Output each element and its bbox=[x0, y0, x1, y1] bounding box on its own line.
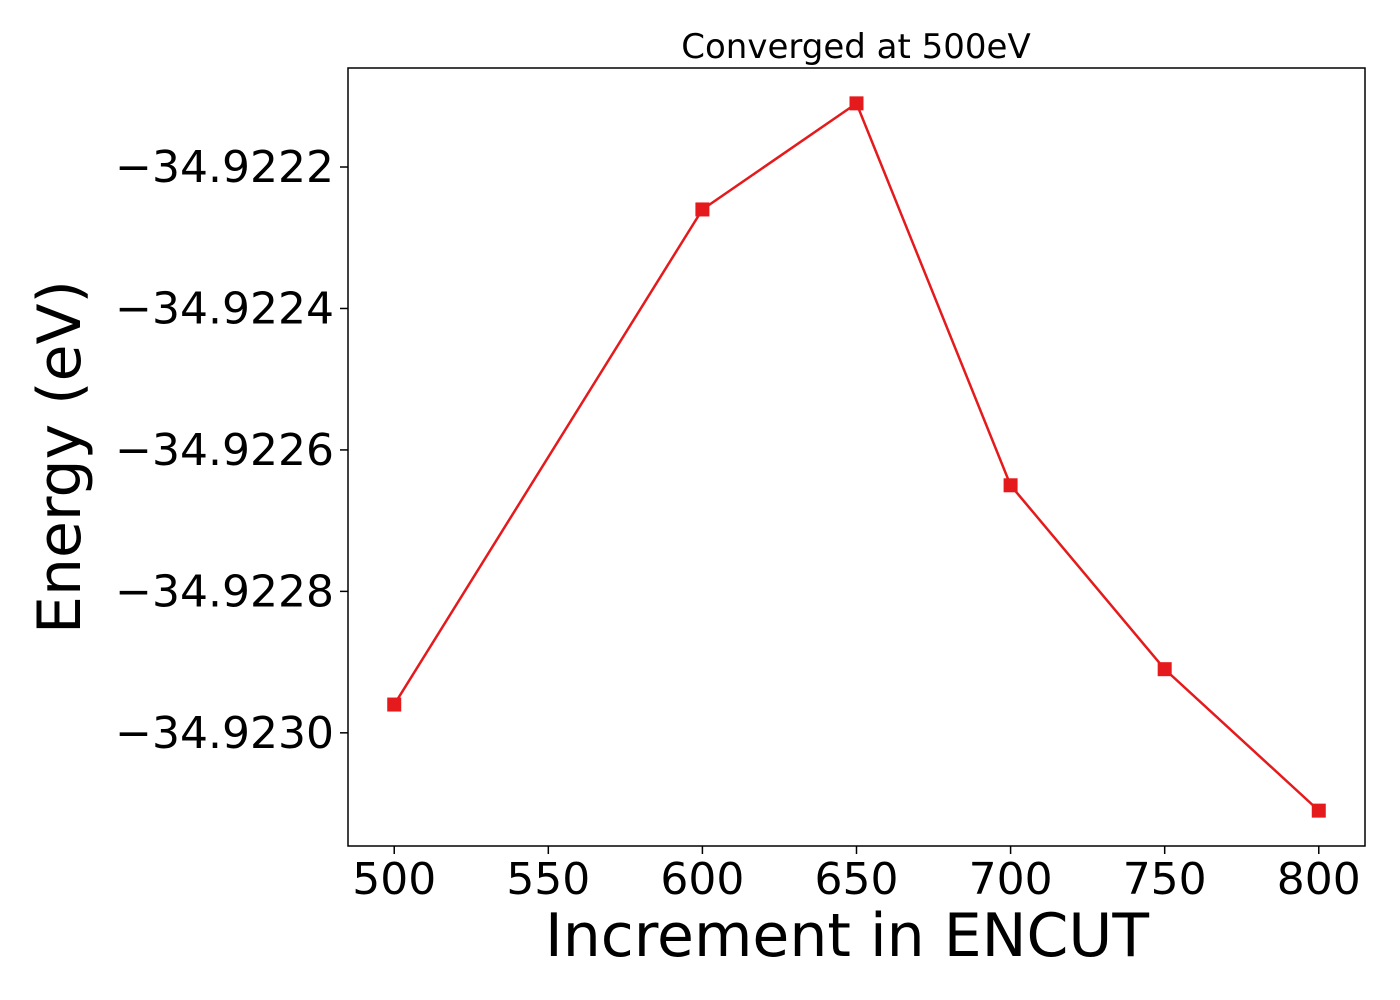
data-point-marker bbox=[1157, 662, 1172, 677]
data-point-marker bbox=[1311, 803, 1326, 818]
data-point-marker bbox=[387, 697, 402, 712]
x-tick-label: 550 bbox=[506, 854, 590, 905]
x-axis-label: Increment in ENCUT bbox=[545, 901, 1149, 971]
data-point-marker bbox=[1003, 478, 1018, 493]
x-tick-label: 700 bbox=[969, 854, 1053, 905]
series-layer bbox=[387, 96, 1326, 818]
series-line bbox=[393, 101, 1320, 812]
x-axis-ticks: 500 550 600 650 700 750 800 bbox=[352, 846, 1361, 905]
y-axis-ticks: −34.9222 −34.9224 −34.9226 −34.9228 −34.9230 bbox=[115, 142, 348, 759]
plot-frame bbox=[347, 67, 1366, 847]
y-tick-label: −34.9224 bbox=[115, 283, 334, 334]
x-tick-label: 750 bbox=[1123, 854, 1207, 905]
y-tick-label: −34.9222 bbox=[115, 142, 334, 193]
y-axis-label: Energy (eV) bbox=[25, 280, 95, 634]
x-tick-label: 500 bbox=[352, 854, 436, 905]
chart-title: Converged at 500eV bbox=[681, 27, 1030, 67]
y-tick-label: −34.9230 bbox=[115, 708, 334, 759]
y-tick-label: −34.9226 bbox=[115, 425, 334, 476]
y-tick-label: −34.9228 bbox=[115, 566, 334, 617]
data-point-marker bbox=[849, 96, 864, 111]
x-tick-label: 800 bbox=[1277, 854, 1361, 905]
x-tick-label: 600 bbox=[660, 854, 744, 905]
x-tick-label: 650 bbox=[815, 854, 899, 905]
data-point-marker bbox=[695, 202, 710, 217]
